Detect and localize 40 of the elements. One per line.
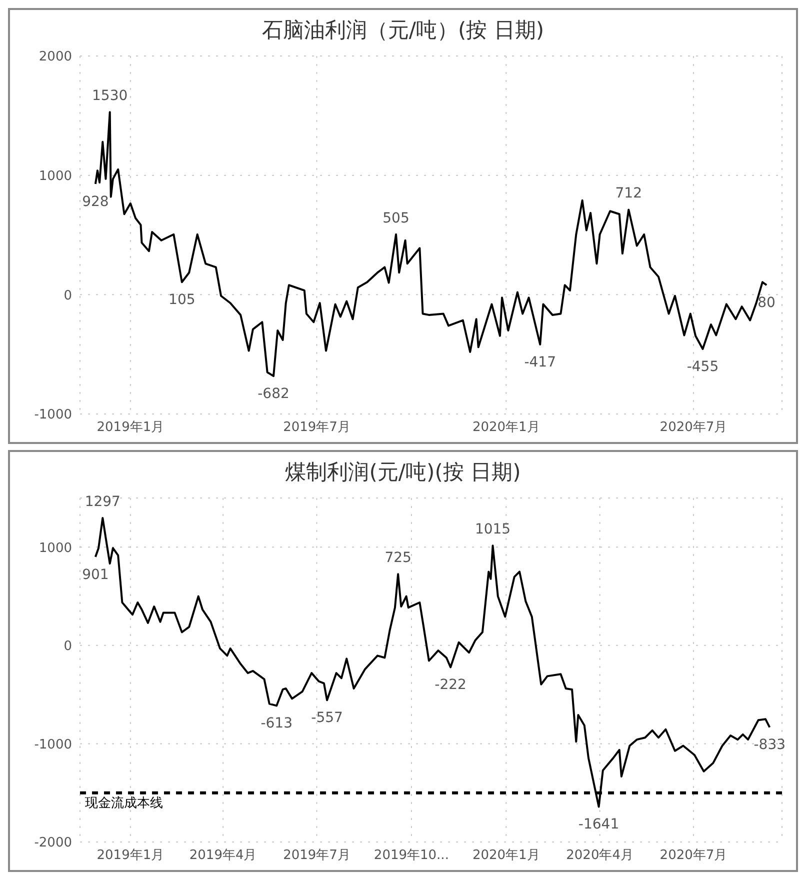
annotation: -557 bbox=[311, 710, 343, 726]
x-tick-label: 2020年7月 bbox=[660, 420, 728, 436]
x-tick-label: 2020年1月 bbox=[472, 848, 540, 864]
y-tick-label: -1000 bbox=[34, 737, 72, 752]
x-tick-label: 2019年4月 bbox=[189, 848, 257, 864]
annotation: 1297 bbox=[84, 494, 120, 510]
chart-title: 石脑油利润（元/吨）(按 日期) bbox=[260, 17, 546, 44]
annotation: 725 bbox=[384, 550, 412, 566]
annotation: -1641 bbox=[578, 816, 620, 833]
x-tick-label: 2019年1月 bbox=[96, 420, 164, 436]
annotation: 901 bbox=[82, 566, 109, 583]
annotation: -833 bbox=[754, 737, 786, 754]
annotation: -417 bbox=[524, 354, 556, 370]
y-tick-label: 1000 bbox=[38, 540, 72, 556]
annotation: -222 bbox=[434, 677, 466, 694]
annotation: -613 bbox=[260, 716, 292, 732]
ref-line-label: 现金流成本线 bbox=[85, 795, 163, 812]
annotation: 105 bbox=[168, 292, 196, 308]
annotation: 1015 bbox=[474, 522, 511, 538]
x-tick-label: 2020年4月 bbox=[566, 848, 634, 864]
x-tick-label: 2019年10... bbox=[374, 848, 449, 864]
y-tick-label: 2000 bbox=[38, 50, 72, 65]
annotation: 80 bbox=[758, 295, 776, 312]
chart-title: 煤制利润(元/吨)(按 日期) bbox=[284, 459, 522, 486]
x-tick-label: 2019年7月 bbox=[283, 420, 350, 436]
annotation: 1530 bbox=[92, 88, 128, 104]
y-tick-label: -1000 bbox=[34, 408, 72, 423]
annotation: -455 bbox=[686, 358, 719, 375]
y-tick-label: 0 bbox=[64, 288, 72, 304]
x-tick-label: 2019年7月 bbox=[283, 848, 350, 864]
annotation: -682 bbox=[258, 386, 290, 402]
y-tick-label: 1000 bbox=[38, 168, 72, 184]
x-tick-label: 2020年7月 bbox=[660, 848, 728, 864]
annotation: 928 bbox=[82, 194, 109, 210]
annotation: 712 bbox=[615, 186, 642, 202]
annotation: 505 bbox=[382, 210, 410, 226]
x-tick-label: 2020年1月 bbox=[472, 420, 540, 436]
y-tick-label: 0 bbox=[64, 639, 72, 654]
y-tick-label: -2000 bbox=[34, 836, 72, 851]
x-tick-label: 2019年1月 bbox=[96, 848, 164, 864]
